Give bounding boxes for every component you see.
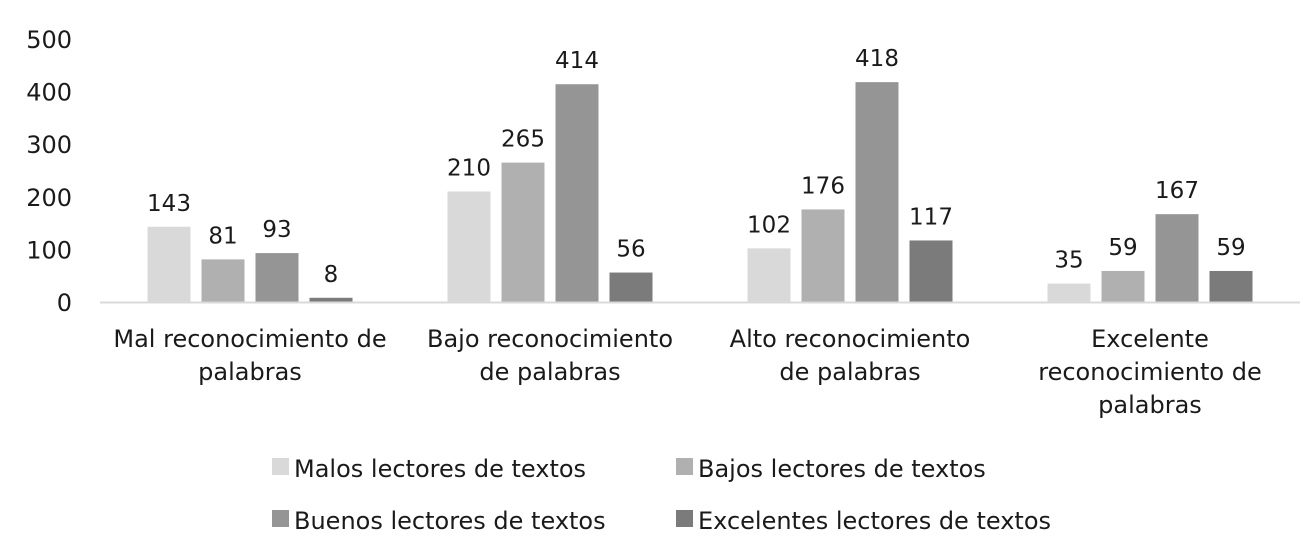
category-label: Excelente reconocimiento de palabras — [1038, 325, 1262, 419]
legend-label: Bajos lectores de textos — [698, 455, 986, 483]
data-label: 93 — [262, 217, 291, 243]
bar — [201, 259, 245, 302]
bar — [747, 248, 791, 302]
bar — [1101, 270, 1145, 302]
category-label: Mal reconocimiento de palabras — [113, 325, 386, 386]
legend-label: Excelentes lectores de textos — [698, 507, 1051, 535]
bar — [255, 253, 299, 302]
data-label: 167 — [1155, 178, 1199, 204]
x-axis: Mal reconocimiento de palabras Bajo recono… — [100, 301, 1300, 419]
bar — [1155, 214, 1199, 302]
legend-swatch — [272, 510, 289, 527]
bar — [609, 272, 653, 302]
bars-group: 143 81 93 8 210 265 414 56 102 176 418 117 35 59 167 59 — [147, 46, 1253, 303]
bar — [1209, 270, 1253, 302]
data-label: 176 — [801, 173, 845, 199]
category-label: Bajo reconocimiento de palabras — [427, 325, 673, 386]
data-label: 210 — [447, 156, 491, 182]
data-label: 143 — [147, 191, 191, 217]
legend: Malos lectores de textos Bajos lectores d… — [272, 455, 1051, 535]
y-tick-label: 200 — [26, 184, 72, 212]
data-label: 59 — [1216, 235, 1245, 261]
bar — [855, 82, 899, 302]
data-label: 59 — [1108, 235, 1137, 261]
data-label: 8 — [324, 262, 339, 288]
data-label: 117 — [909, 204, 953, 230]
y-axis: 0 100 200 300 400 500 — [26, 26, 72, 317]
y-tick-label: 100 — [26, 236, 72, 264]
bar — [909, 240, 953, 302]
y-tick-label: 0 — [57, 289, 72, 317]
data-label: 35 — [1054, 248, 1083, 274]
bar — [147, 226, 191, 302]
data-label: 265 — [501, 127, 545, 153]
legend-label: Buenos lectores de textos — [294, 507, 606, 535]
data-label: 81 — [208, 223, 237, 249]
bar — [555, 84, 599, 303]
legend-swatch — [676, 510, 693, 527]
y-tick-label: 500 — [26, 26, 72, 54]
bar — [1047, 283, 1091, 302]
bar — [501, 162, 545, 302]
legend-label: Malos lectores de textos — [294, 455, 586, 483]
category-label: Alto reconocimiento de palabras — [730, 325, 971, 386]
bar — [801, 209, 845, 302]
y-tick-label: 400 — [26, 79, 72, 107]
bar — [309, 297, 353, 302]
data-label: 56 — [616, 237, 645, 263]
data-label: 418 — [855, 46, 899, 72]
legend-swatch — [272, 458, 289, 475]
data-label: 102 — [747, 212, 791, 238]
y-tick-label: 300 — [26, 131, 72, 159]
bar — [447, 191, 491, 302]
data-label: 414 — [555, 48, 599, 74]
legend-swatch — [676, 458, 693, 475]
